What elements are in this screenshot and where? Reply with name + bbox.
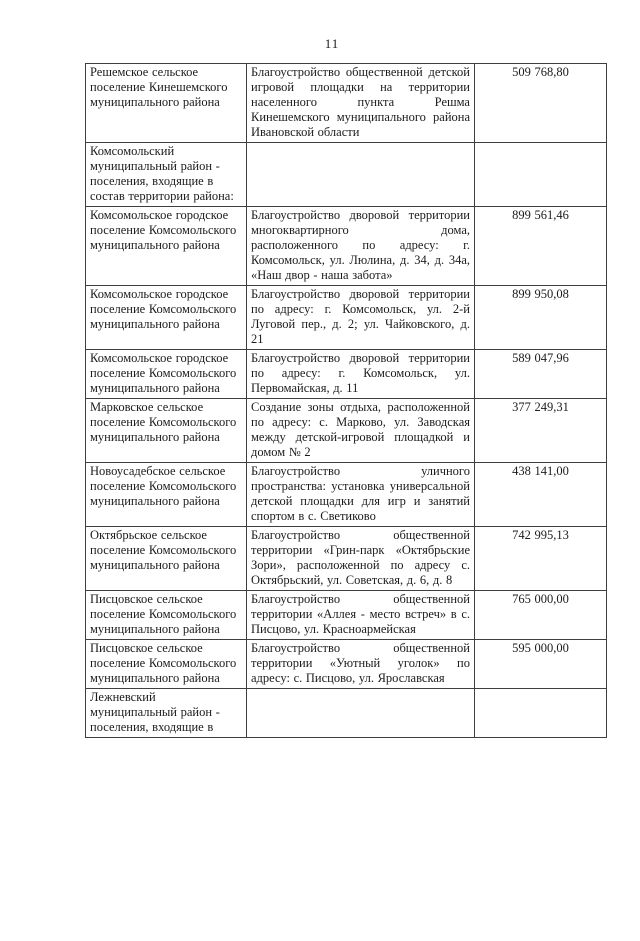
amount-cell: 899 561,46 <box>474 206 607 286</box>
project-cell: Благоустройство общественной территории … <box>246 639 475 689</box>
table-row: Комсомольский муниципальный район - посе… <box>85 142 607 207</box>
municipality-cell: Октябрьское сельское поселение Комсомоль… <box>85 526 247 591</box>
municipality-cell: Лежневский муниципальный район - поселен… <box>85 688 247 738</box>
municipality-cell: Комсомольское городское поселение Комсом… <box>85 349 247 399</box>
table-row: Решемское сельское поселение Кинешемског… <box>85 63 607 143</box>
table-row: Комсомольское городское поселение Комсом… <box>85 206 607 286</box>
project-cell: Благоустройство дворовой территории по а… <box>246 349 475 399</box>
table-row: Писцовское сельское поселение Комсомольс… <box>85 590 607 640</box>
project-cell: Благоустройство дворовой территории по а… <box>246 285 475 350</box>
project-cell: Благоустройство дворовой территории мног… <box>246 206 475 286</box>
municipality-cell: Решемское сельское поселение Кинешемског… <box>85 63 247 143</box>
document-page: 11 Решемское сельское поселение Кинешемс… <box>85 36 607 738</box>
municipality-cell: Писцовское сельское поселение Комсомольс… <box>85 639 247 689</box>
funding-table-body: Решемское сельское поселение Кинешемског… <box>85 63 607 738</box>
municipality-cell: Новоусадебское сельское поселение Комсом… <box>85 462 247 527</box>
table-row: Писцовское сельское поселение Комсомольс… <box>85 639 607 689</box>
table-row: Лежневский муниципальный район - поселен… <box>85 688 607 738</box>
amount-cell: 589 047,96 <box>474 349 607 399</box>
project-cell <box>246 688 475 738</box>
municipality-cell: Марковское сельское поселение Комсомольс… <box>85 398 247 463</box>
amount-cell: 765 000,00 <box>474 590 607 640</box>
table-row: Октябрьское сельское поселение Комсомоль… <box>85 526 607 591</box>
municipality-cell: Комсомольское городское поселение Комсом… <box>85 206 247 286</box>
amount-cell: 899 950,08 <box>474 285 607 350</box>
amount-cell: 595 000,00 <box>474 639 607 689</box>
project-cell <box>246 142 475 207</box>
amount-cell <box>474 688 607 738</box>
table-row: Комсомольское городское поселение Комсом… <box>85 349 607 399</box>
amount-cell: 377 249,31 <box>474 398 607 463</box>
table-row: Комсомольское городское поселение Комсом… <box>85 285 607 350</box>
funding-table: Решемское сельское поселение Кинешемског… <box>85 63 607 738</box>
page-number: 11 <box>324 36 340 51</box>
project-cell: Создание зоны отдыха, расположенной по а… <box>246 398 475 463</box>
project-cell: Благоустройство общественной территории … <box>246 526 475 591</box>
table-row: Новоусадебское сельское поселение Комсом… <box>85 462 607 527</box>
amount-cell <box>474 142 607 207</box>
amount-cell: 509 768,80 <box>474 63 607 143</box>
project-cell: Благоустройство общественной детской игр… <box>246 63 475 143</box>
municipality-cell: Писцовское сельское поселение Комсомольс… <box>85 590 247 640</box>
project-cell: Благоустройство общественной территории … <box>246 590 475 640</box>
municipality-cell: Комсомольский муниципальный район - посе… <box>85 142 247 207</box>
municipality-cell: Комсомольское городское поселение Комсом… <box>85 285 247 350</box>
amount-cell: 438 141,00 <box>474 462 607 527</box>
amount-cell: 742 995,13 <box>474 526 607 591</box>
project-cell: Благоустройство уличного пространства: у… <box>246 462 475 527</box>
table-row: Марковское сельское поселение Комсомольс… <box>85 398 607 463</box>
